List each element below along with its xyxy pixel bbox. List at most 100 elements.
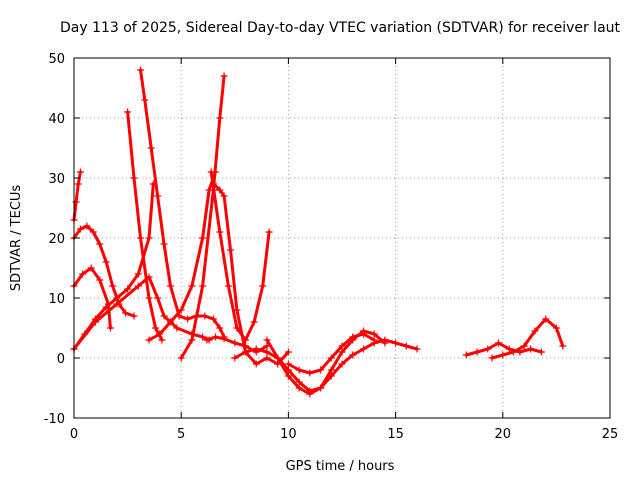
data-point xyxy=(136,234,144,242)
data-point xyxy=(284,372,292,380)
data-point xyxy=(102,258,110,266)
data-point xyxy=(154,294,162,302)
data-point xyxy=(151,324,159,332)
data-point xyxy=(106,324,114,332)
y-tick-label: 40 xyxy=(48,112,65,127)
data-point xyxy=(338,360,346,368)
series-line xyxy=(72,170,82,222)
data-point xyxy=(109,282,117,290)
data-point xyxy=(220,335,228,343)
series-line xyxy=(72,182,155,351)
data-point xyxy=(201,312,209,320)
x-tick-label: 25 xyxy=(602,427,619,442)
data-point xyxy=(136,66,144,74)
series-arc-12 xyxy=(203,333,271,356)
series-arc-15 xyxy=(284,330,378,377)
data-point xyxy=(265,228,273,236)
data-point xyxy=(542,315,550,323)
series-line xyxy=(72,275,211,351)
data-point xyxy=(338,342,346,350)
data-point xyxy=(76,168,84,176)
data-point xyxy=(527,345,535,353)
data-point xyxy=(199,333,207,341)
data-point xyxy=(231,339,239,347)
data-point xyxy=(177,306,185,314)
data-point xyxy=(188,336,196,344)
data-point xyxy=(212,333,220,341)
data-point xyxy=(510,348,518,356)
y-tick-label: 0 xyxy=(57,352,65,367)
data-point xyxy=(552,324,560,332)
data-point xyxy=(203,336,211,344)
data-point xyxy=(158,336,166,344)
data-point xyxy=(359,330,367,338)
data-point xyxy=(199,234,207,242)
series-arc-2 xyxy=(70,222,138,320)
series-arc-1 xyxy=(70,168,84,224)
series-line xyxy=(211,182,290,366)
data-point xyxy=(173,324,181,332)
data-point xyxy=(349,333,357,341)
data-point xyxy=(96,240,104,248)
y-tick-label: 10 xyxy=(48,292,65,307)
data-point xyxy=(166,318,174,326)
data-point xyxy=(130,174,138,182)
data-point xyxy=(209,315,217,323)
data-point xyxy=(121,309,129,317)
data-point xyxy=(263,336,271,344)
data-point xyxy=(370,336,378,344)
data-point xyxy=(274,354,282,362)
data-point xyxy=(284,360,292,368)
data-point xyxy=(134,270,142,278)
data-point xyxy=(295,384,303,392)
data-point xyxy=(252,360,260,368)
data-point xyxy=(224,282,232,290)
data-point xyxy=(141,96,149,104)
data-series xyxy=(70,66,567,398)
data-point xyxy=(327,366,335,374)
data-point xyxy=(87,264,95,272)
series-arc-10 xyxy=(207,168,273,344)
data-point xyxy=(145,294,153,302)
data-point xyxy=(505,345,513,353)
data-point xyxy=(79,270,87,278)
data-point xyxy=(166,282,174,290)
series-line xyxy=(126,110,164,342)
data-point xyxy=(124,285,132,293)
data-point xyxy=(160,240,168,248)
series-line xyxy=(209,170,271,342)
data-point xyxy=(113,294,121,302)
data-point xyxy=(188,282,196,290)
series-arc-16 xyxy=(462,339,545,359)
data-point xyxy=(495,339,503,347)
data-point xyxy=(227,246,235,254)
data-point xyxy=(154,192,162,200)
x-tick-label: 10 xyxy=(280,427,297,442)
axis-ticks: 0 5 10 15 20 25 -10 0 10 20 30 40 50 xyxy=(44,52,619,442)
data-point xyxy=(462,351,470,359)
data-point xyxy=(216,228,224,236)
data-point xyxy=(199,282,207,290)
x-tick-label: 0 xyxy=(70,427,78,442)
data-point xyxy=(209,180,217,188)
data-point xyxy=(216,114,224,122)
data-point xyxy=(317,366,325,374)
data-point xyxy=(263,354,271,362)
data-point xyxy=(306,390,314,398)
grid xyxy=(74,58,610,418)
data-point xyxy=(207,168,215,176)
data-point xyxy=(145,336,153,344)
data-point xyxy=(295,366,303,374)
data-point xyxy=(338,348,346,356)
data-point xyxy=(134,282,142,290)
data-point xyxy=(284,348,292,356)
data-point xyxy=(370,330,378,338)
data-point xyxy=(252,345,260,353)
data-point xyxy=(327,354,335,362)
data-point xyxy=(381,339,389,347)
data-point xyxy=(216,324,224,332)
data-point xyxy=(250,318,258,326)
data-point xyxy=(177,354,185,362)
data-point xyxy=(233,306,241,314)
data-point xyxy=(392,339,400,347)
